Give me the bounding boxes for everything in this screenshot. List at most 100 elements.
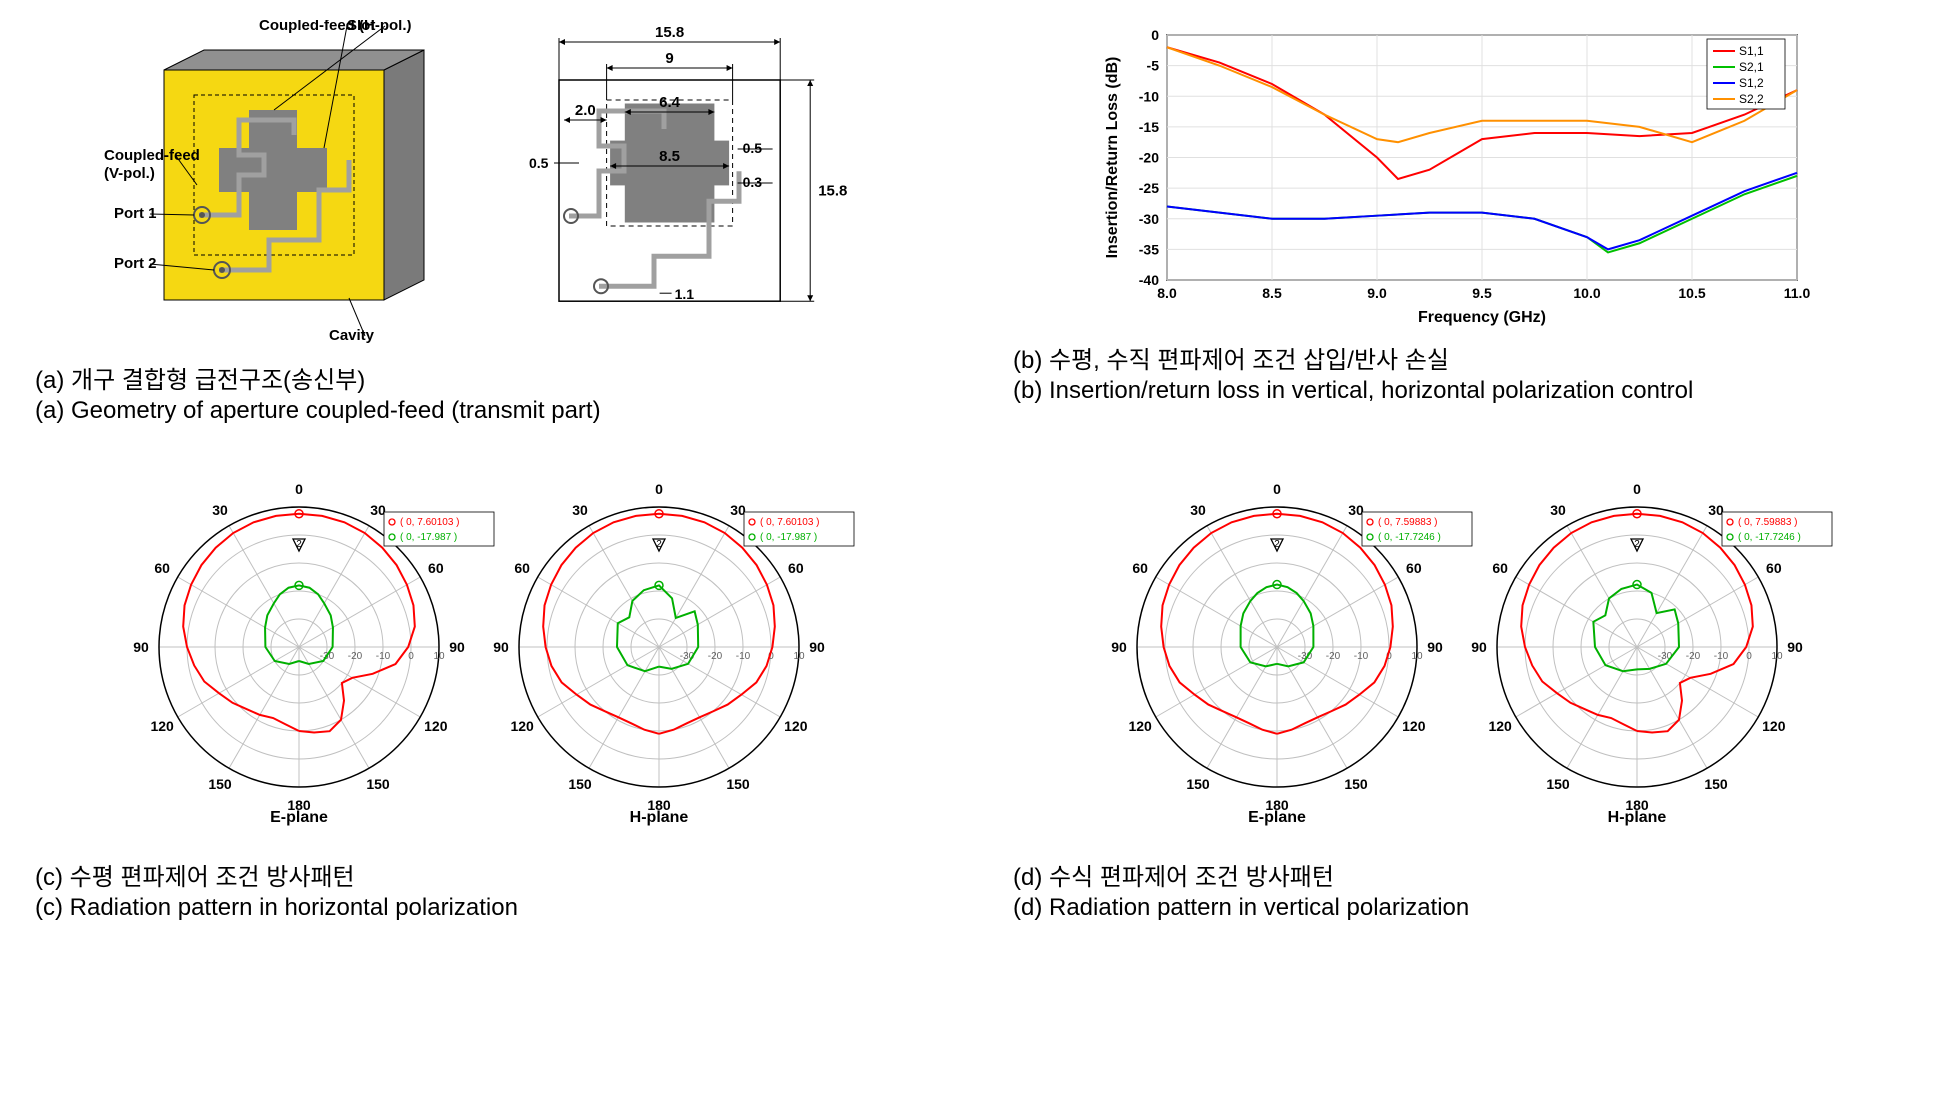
panel-d: 0303060609090120120150150180-30-20-10010… bbox=[998, 467, 1916, 924]
panel-c: 0303060609090120120150150180-30-20-10010… bbox=[20, 467, 938, 924]
svg-text:11.0: 11.0 bbox=[1784, 285, 1811, 301]
caption-b-en: (b) Insertion/return loss in vertical, h… bbox=[1013, 377, 1931, 405]
caption-b: (b) 수평, 수직 편파제어 조건 삽입/반사 손실 (b) Insertio… bbox=[983, 338, 1931, 407]
svg-text:120: 120 bbox=[1402, 718, 1426, 734]
svg-text:( 0, 7.59883 ): ( 0, 7.59883 ) bbox=[1378, 517, 1437, 528]
caption-b-ko: (b) 수평, 수직 편파제어 조건 삽입/반사 손실 bbox=[1013, 340, 1931, 375]
svg-text:150: 150 bbox=[366, 776, 390, 792]
svg-text:( 0, -17.987 ): ( 0, -17.987 ) bbox=[760, 532, 817, 543]
caption-c-en: (c) Radiation pattern in horizontal pola… bbox=[35, 894, 953, 922]
svg-text:15.8: 15.8 bbox=[655, 24, 684, 41]
svg-text:-10: -10 bbox=[736, 651, 751, 662]
svg-text:90: 90 bbox=[1471, 639, 1487, 655]
svg-text:90: 90 bbox=[809, 639, 825, 655]
svg-text:150: 150 bbox=[1546, 776, 1570, 792]
svg-text:60: 60 bbox=[514, 560, 530, 576]
svg-text:10.0: 10.0 bbox=[1573, 285, 1600, 301]
svg-text:-20: -20 bbox=[708, 651, 723, 662]
svg-text:1.1: 1.1 bbox=[675, 286, 695, 302]
svg-text:120: 120 bbox=[784, 718, 808, 734]
svg-text:2: 2 bbox=[656, 539, 662, 550]
svg-text:( 0, -17.7246 ): ( 0, -17.7246 ) bbox=[1378, 532, 1441, 543]
svg-text:10: 10 bbox=[433, 651, 445, 662]
svg-text:90: 90 bbox=[493, 639, 509, 655]
svg-text:( 0, 7.60103 ): ( 0, 7.60103 ) bbox=[760, 517, 819, 528]
caption-d: (d) 수식 편파제어 조건 방사패턴 (d) Radiation patter… bbox=[983, 855, 1931, 924]
svg-text:-10: -10 bbox=[1714, 651, 1729, 662]
svg-text:S1,2: S1,2 bbox=[1739, 76, 1764, 90]
svg-text:0: 0 bbox=[408, 651, 414, 662]
svg-text:0: 0 bbox=[1151, 27, 1159, 43]
svg-text:0.5: 0.5 bbox=[743, 140, 763, 156]
svg-text:120: 120 bbox=[1488, 718, 1512, 734]
svg-text:0: 0 bbox=[1273, 481, 1281, 497]
svg-text:60: 60 bbox=[788, 560, 804, 576]
svg-text:S2,2: S2,2 bbox=[1739, 92, 1764, 106]
svg-text:30: 30 bbox=[1550, 502, 1566, 518]
svg-text:10: 10 bbox=[793, 651, 805, 662]
svg-text:(V-pol.): (V-pol.) bbox=[104, 165, 155, 182]
radiation-vertical: 0303060609090120120150150180-30-20-10010… bbox=[1077, 467, 1837, 847]
svg-text:60: 60 bbox=[1492, 560, 1508, 576]
svg-text:S2,1: S2,1 bbox=[1739, 60, 1764, 74]
svg-text:H-plane: H-plane bbox=[630, 809, 689, 826]
svg-text:9.5: 9.5 bbox=[1472, 285, 1492, 301]
svg-text:H-plane: H-plane bbox=[1608, 809, 1667, 826]
svg-text:90: 90 bbox=[449, 639, 465, 655]
svg-text:90: 90 bbox=[1427, 639, 1443, 655]
caption-c: (c) 수평 편파제어 조건 방사패턴 (c) Radiation patter… bbox=[5, 855, 953, 924]
svg-text:E-plane: E-plane bbox=[1248, 809, 1306, 826]
svg-text:60: 60 bbox=[1132, 560, 1148, 576]
caption-a-en: (a) Geometry of aperture coupled-feed (t… bbox=[35, 397, 953, 425]
svg-text:9: 9 bbox=[665, 50, 673, 67]
svg-text:Port 1: Port 1 bbox=[114, 205, 157, 222]
svg-text:120: 120 bbox=[1128, 718, 1152, 734]
svg-text:Cavity: Cavity bbox=[329, 327, 375, 344]
svg-text:120: 120 bbox=[1762, 718, 1786, 734]
caption-a: (a) 개구 결합형 급전구조(송신부) (a) Geometry of ape… bbox=[5, 358, 953, 427]
svg-text:9.0: 9.0 bbox=[1367, 285, 1387, 301]
svg-text:60: 60 bbox=[428, 560, 444, 576]
svg-text:150: 150 bbox=[1186, 776, 1210, 792]
svg-text:120: 120 bbox=[424, 718, 448, 734]
svg-text:-20: -20 bbox=[1686, 651, 1701, 662]
caption-c-ko: (c) 수평 편파제어 조건 방사패턴 bbox=[35, 857, 953, 892]
svg-text:8.0: 8.0 bbox=[1157, 285, 1177, 301]
svg-text:0: 0 bbox=[655, 481, 663, 497]
svg-text:Port 2: Port 2 bbox=[114, 255, 157, 272]
caption-a-ko: (a) 개구 결합형 급전구조(송신부) bbox=[35, 360, 953, 395]
svg-text:-5: -5 bbox=[1147, 58, 1160, 74]
svg-text:Slot: Slot bbox=[347, 20, 375, 34]
svg-text:0.5: 0.5 bbox=[529, 155, 549, 171]
svg-text:10.5: 10.5 bbox=[1678, 285, 1705, 301]
caption-d-ko: (d) 수식 편파제어 조건 방사패턴 bbox=[1013, 857, 1931, 892]
svg-text:30: 30 bbox=[212, 502, 228, 518]
figure-grid: Coupled-feed (H-pol.)SlotCoupled-feed(V-… bbox=[20, 20, 1916, 924]
svg-text:150: 150 bbox=[208, 776, 232, 792]
svg-text:150: 150 bbox=[568, 776, 592, 792]
panel-a: Coupled-feed (H-pol.)SlotCoupled-feed(V-… bbox=[20, 20, 938, 427]
svg-text:90: 90 bbox=[1787, 639, 1803, 655]
svg-text:-10: -10 bbox=[1354, 651, 1369, 662]
svg-text:120: 120 bbox=[150, 718, 174, 734]
svg-text:-30: -30 bbox=[1658, 651, 1673, 662]
panel-b: 8.08.59.09.510.010.511.0-40-35-30-25-20-… bbox=[998, 20, 1916, 427]
radiation-horizontal: 0303060609090120120150150180-30-20-10010… bbox=[99, 467, 859, 847]
svg-text:60: 60 bbox=[1406, 560, 1422, 576]
geometry-diagram: Coupled-feed (H-pol.)SlotCoupled-feed(V-… bbox=[99, 20, 859, 350]
svg-text:-20: -20 bbox=[1326, 651, 1341, 662]
svg-text:2.0: 2.0 bbox=[575, 102, 596, 119]
svg-text:-20: -20 bbox=[348, 651, 363, 662]
svg-text:90: 90 bbox=[133, 639, 149, 655]
svg-text:6.4: 6.4 bbox=[659, 94, 681, 111]
svg-text:2: 2 bbox=[296, 539, 302, 550]
svg-text:10: 10 bbox=[1411, 651, 1423, 662]
svg-text:Insertion/Return Loss (dB): Insertion/Return Loss (dB) bbox=[1104, 57, 1121, 259]
svg-text:-40: -40 bbox=[1139, 272, 1159, 288]
svg-text:-15: -15 bbox=[1139, 119, 1159, 135]
svg-text:Frequency (GHz): Frequency (GHz) bbox=[1418, 309, 1546, 326]
svg-text:60: 60 bbox=[1766, 560, 1782, 576]
svg-text:0: 0 bbox=[295, 481, 303, 497]
svg-text:-20: -20 bbox=[1139, 150, 1159, 166]
svg-text:30: 30 bbox=[1190, 502, 1206, 518]
